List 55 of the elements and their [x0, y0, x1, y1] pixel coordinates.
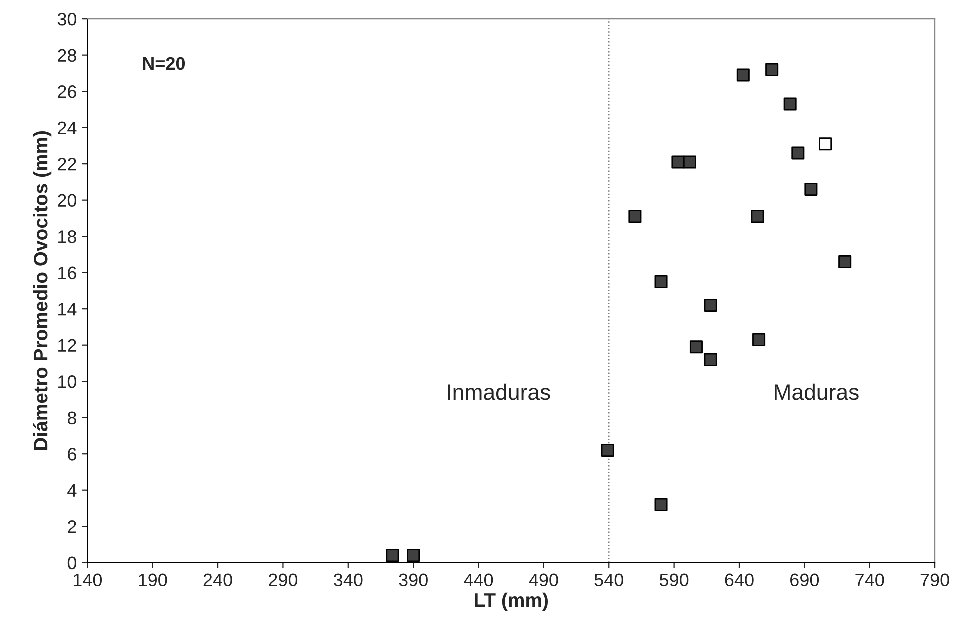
y-tick-label: 2 — [68, 520, 76, 534]
y-tick-label: 4 — [68, 484, 77, 497]
x-tick-label: 490 — [529, 574, 558, 587]
annotation: N=20 — [143, 57, 186, 70]
point — [386, 549, 400, 562]
x-tick-label: 640 — [725, 574, 754, 587]
x-tick-label: 440 — [464, 574, 494, 587]
x-tick-label: 740 — [856, 574, 884, 587]
point — [628, 210, 642, 224]
point — [683, 156, 696, 169]
point — [736, 68, 750, 82]
annotation: Maduras — [775, 384, 859, 400]
x-tick-label: 290 — [269, 574, 298, 587]
x-tick-label: 590 — [660, 574, 689, 587]
point — [752, 333, 766, 346]
x-tick-label: 540 — [594, 574, 624, 587]
point — [766, 63, 779, 76]
x-tick-label: 790 — [920, 574, 950, 587]
point — [838, 255, 852, 268]
y-tick-label: 16 — [58, 266, 76, 280]
x-tick-label: 390 — [399, 574, 428, 587]
y-axis-title: Diámetro Promedio Ovocitos (mm) — [33, 131, 52, 450]
y-tick-label: 20 — [58, 194, 77, 208]
point — [601, 444, 614, 457]
point — [704, 353, 718, 366]
point — [672, 156, 685, 169]
y-tick-label: 26 — [58, 86, 76, 98]
x-tick-label: 190 — [139, 574, 168, 587]
point — [784, 98, 797, 111]
y-tick-label: 10 — [58, 376, 77, 388]
point — [654, 275, 668, 288]
y-tick-label: 0 — [68, 556, 77, 570]
x-axis-title: LT (mm) — [475, 592, 548, 612]
x-tick-label: 690 — [790, 574, 820, 587]
point — [751, 210, 764, 224]
x-tick-label: 140 — [74, 574, 102, 587]
y-tick-label: 22 — [58, 158, 76, 171]
x-tick-label: 340 — [334, 574, 363, 587]
y-tick-label: 30 — [58, 13, 77, 26]
point — [407, 549, 420, 562]
annotation: Inmaduras — [448, 384, 550, 400]
point — [804, 182, 818, 196]
point — [819, 138, 832, 151]
point — [690, 340, 703, 354]
point — [792, 146, 805, 160]
point — [704, 298, 718, 312]
y-tick-label: 24 — [58, 122, 77, 134]
y-tick-label: 6 — [68, 448, 76, 461]
y-tick-label: 12 — [58, 339, 76, 352]
point — [654, 498, 668, 512]
y-tick-label: 18 — [58, 230, 76, 244]
y-tick-label: 28 — [58, 49, 76, 62]
x-tick-label: 240 — [204, 574, 232, 587]
y-tick-label: 14 — [58, 303, 77, 316]
y-tick-label: 8 — [68, 412, 76, 425]
